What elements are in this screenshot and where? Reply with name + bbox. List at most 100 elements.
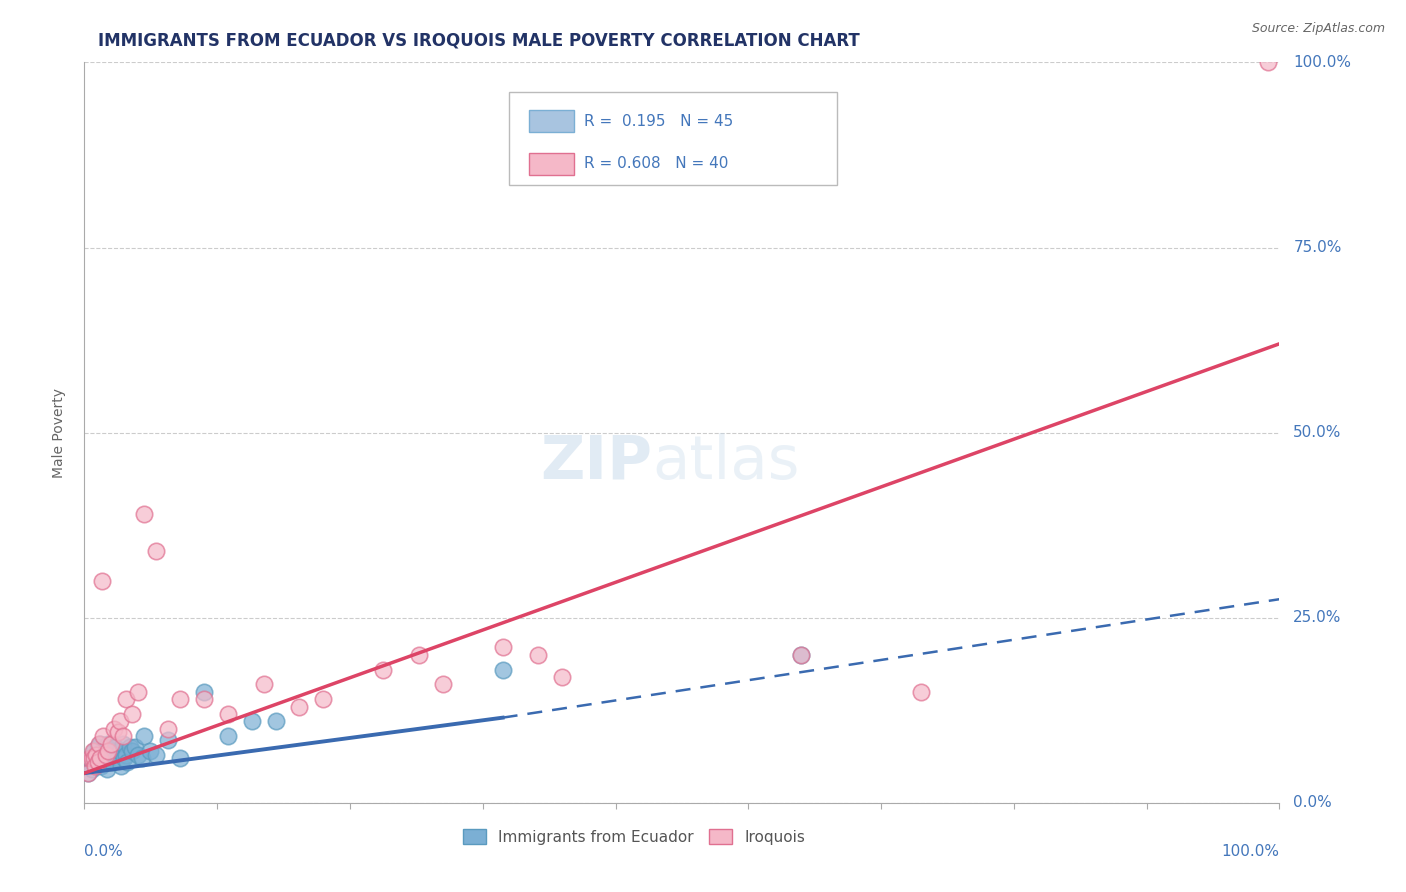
Point (118, 740, 141, 755)
Point (790, 648, 813, 662)
Point (551, 670, 574, 684)
Text: 25.0%: 25.0% (1294, 610, 1341, 625)
Point (217, 706, 239, 721)
Text: 50.0%: 50.0% (1294, 425, 1341, 440)
Point (193, 685, 215, 699)
Point (217, 729, 239, 743)
Point (87, 751, 110, 765)
Text: 100.0%: 100.0% (1222, 844, 1279, 858)
Point (527, 648, 550, 662)
Text: IMMIGRANTS FROM ECUADOR VS IROQUOIS MALE POVERTY CORRELATION CHART: IMMIGRANTS FROM ECUADOR VS IROQUOIS MALE… (98, 31, 860, 49)
Point (127, 685, 149, 699)
Point (91, 744, 114, 758)
Text: R = 0.608   N = 40: R = 0.608 N = 40 (583, 156, 728, 171)
Point (492, 640, 515, 655)
Point (83, 751, 105, 765)
Point (100, 737, 122, 751)
Point (100, 744, 122, 758)
Point (110, 744, 132, 758)
FancyBboxPatch shape (529, 111, 575, 133)
Point (157, 722, 180, 736)
Point (103, 747, 125, 762)
Point (193, 692, 215, 706)
Point (288, 699, 311, 714)
Point (80, 763, 103, 777)
Point (132, 729, 156, 743)
Text: Source: ZipAtlas.com: Source: ZipAtlas.com (1251, 22, 1385, 36)
Point (82, 744, 104, 758)
Y-axis label: Male Poverty: Male Poverty (52, 388, 66, 477)
Point (145, 747, 167, 762)
Point (1257, 55, 1279, 70)
Point (98, 751, 121, 765)
Point (157, 732, 180, 747)
Point (97, 744, 120, 758)
Point (87, 737, 110, 751)
Text: 0.0%: 0.0% (84, 844, 124, 858)
Point (111, 737, 134, 751)
Point (124, 740, 146, 755)
Point (101, 755, 124, 769)
Point (131, 751, 153, 765)
Text: ZIP: ZIP (540, 433, 652, 491)
FancyBboxPatch shape (509, 92, 838, 185)
Point (93, 747, 115, 762)
Point (89, 737, 111, 751)
Point (492, 663, 515, 677)
Text: atlas: atlas (652, 433, 800, 491)
Point (91, 574, 114, 588)
Point (90, 758, 112, 772)
Point (94, 740, 117, 755)
Point (86, 755, 108, 769)
Point (104, 740, 127, 755)
Point (145, 544, 167, 558)
Point (84, 758, 107, 772)
Point (94, 747, 117, 762)
Point (110, 758, 132, 772)
Point (117, 755, 139, 769)
Text: 75.0%: 75.0% (1294, 240, 1341, 255)
Point (408, 648, 430, 662)
Text: 0.0%: 0.0% (1294, 796, 1331, 810)
Point (127, 747, 149, 762)
Point (312, 692, 335, 706)
Point (169, 751, 191, 765)
Text: 100.0%: 100.0% (1294, 55, 1351, 70)
Point (77, 766, 100, 780)
Point (107, 751, 129, 765)
Point (82, 755, 104, 769)
Point (253, 677, 276, 691)
Point (86, 747, 108, 762)
Point (86, 747, 108, 762)
Point (83, 744, 105, 758)
Point (790, 648, 813, 662)
FancyBboxPatch shape (529, 153, 575, 175)
Point (169, 692, 191, 706)
Point (80, 751, 103, 765)
Point (240, 714, 263, 729)
Point (111, 729, 134, 743)
Point (264, 714, 287, 729)
Point (96, 763, 118, 777)
Text: R =  0.195   N = 45: R = 0.195 N = 45 (583, 114, 733, 128)
Point (93, 729, 115, 743)
Point (132, 507, 156, 521)
Point (86, 740, 108, 755)
Legend: Immigrants from Ecuador, Iroquois: Immigrants from Ecuador, Iroquois (457, 822, 811, 851)
Point (115, 747, 138, 762)
Point (84, 758, 107, 772)
Point (121, 744, 143, 758)
Point (79, 751, 101, 765)
Point (910, 685, 932, 699)
Point (115, 692, 138, 706)
Point (373, 663, 395, 677)
Point (112, 751, 135, 765)
Point (89, 751, 111, 765)
Point (121, 706, 143, 721)
Point (107, 725, 129, 739)
Point (97, 737, 120, 751)
Point (139, 744, 162, 758)
Point (79, 751, 101, 765)
Point (432, 677, 454, 691)
Point (110, 714, 132, 729)
